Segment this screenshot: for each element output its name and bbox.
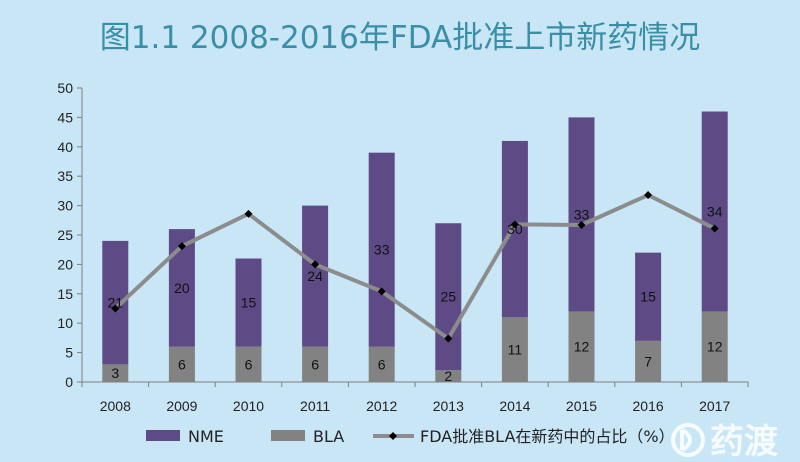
x-tick-label: 2013 bbox=[433, 398, 464, 414]
nme-value-label: 33 bbox=[374, 242, 390, 258]
nme-value-label: 34 bbox=[707, 203, 723, 219]
x-tick-label: 2015 bbox=[566, 398, 597, 414]
legend-swatch-bla bbox=[271, 430, 305, 441]
bla-value-label: 6 bbox=[311, 356, 319, 372]
nme-value-label: 21 bbox=[108, 295, 124, 311]
bla-value-label: 6 bbox=[178, 356, 186, 372]
nme-bar bbox=[635, 252, 662, 341]
x-tick-label: 2011 bbox=[300, 398, 330, 414]
nme-value-label: 33 bbox=[574, 206, 590, 222]
bla-value-label: 12 bbox=[707, 339, 723, 355]
nme-value-label: 20 bbox=[174, 280, 190, 296]
bla-bar bbox=[168, 346, 195, 382]
nme-bar bbox=[435, 223, 462, 371]
bla-bar bbox=[235, 346, 262, 382]
bla-bar bbox=[568, 311, 595, 382]
y-tick-label: 10 bbox=[57, 315, 73, 331]
y-tick-label: 35 bbox=[57, 168, 73, 184]
watermark: 药渡 bbox=[671, 422, 778, 462]
legend: NME BLA FDA批准BLA在新药中的占比（%） bbox=[146, 427, 675, 446]
ratio-line bbox=[111, 191, 719, 343]
ratio-point bbox=[177, 242, 186, 251]
nme-bar bbox=[701, 111, 728, 312]
bla-value-label: 2 bbox=[444, 368, 452, 384]
x-tick-label: 2009 bbox=[166, 398, 197, 414]
y-tick-label: 15 bbox=[57, 286, 73, 302]
bla-value-label: 3 bbox=[111, 365, 119, 381]
y-tick-label: 45 bbox=[57, 109, 73, 125]
nme-value-label: 24 bbox=[307, 268, 323, 284]
bla-bar bbox=[102, 364, 129, 382]
ratio-point bbox=[444, 334, 453, 343]
bars bbox=[102, 111, 728, 382]
nme-value-label: 15 bbox=[241, 295, 257, 311]
bla-bar bbox=[635, 340, 662, 382]
bla-bar bbox=[368, 346, 395, 382]
bla-value-label: 6 bbox=[378, 356, 386, 372]
bla-value-label: 6 bbox=[245, 356, 253, 372]
bla-value-label: 12 bbox=[574, 339, 590, 355]
y-tick-label: 25 bbox=[57, 227, 73, 243]
x-tick-label: 2012 bbox=[366, 398, 397, 414]
x-tick-label: 2008 bbox=[100, 398, 131, 414]
y-tick-label: 0 bbox=[65, 374, 73, 390]
ratio-point bbox=[644, 191, 653, 200]
nme-bar bbox=[501, 140, 528, 318]
yaodu-logo-icon bbox=[671, 423, 705, 457]
x-axis: 2008 2009 2010 2011 2012 2013 2014 2015 2016 2017 bbox=[81, 381, 749, 414]
nme-value-label: 30 bbox=[507, 221, 523, 237]
ratio-point bbox=[111, 304, 120, 313]
legend-label-nme: NME bbox=[188, 427, 224, 446]
bla-bar bbox=[302, 346, 329, 382]
legend-swatch-nme bbox=[146, 430, 180, 441]
x-tick-label: 2010 bbox=[233, 398, 264, 414]
ratio-point bbox=[311, 260, 320, 269]
nme-bar bbox=[368, 152, 395, 347]
nme-bar bbox=[235, 258, 262, 347]
data-labels: 3 6 6 6 6 2 11 12 7 12 21 20 15 24 33 25 30 33 15 34 bbox=[108, 203, 723, 384]
y-axis: 0 5 10 15 20 25 30 35 40 45 50 bbox=[57, 80, 83, 390]
x-tick-label: 2014 bbox=[499, 398, 530, 414]
bla-bar bbox=[501, 317, 528, 382]
ratio-point bbox=[710, 224, 719, 233]
bla-bar bbox=[701, 311, 728, 382]
nme-value-label: 25 bbox=[441, 289, 457, 305]
bla-bar bbox=[435, 370, 462, 382]
y-tick-label: 20 bbox=[57, 256, 73, 272]
legend-label-bla: BLA bbox=[313, 427, 344, 446]
chart-title: 图1.1 2008-2016年FDA批准上市新药情况 bbox=[100, 20, 701, 56]
x-tick-label: 2017 bbox=[699, 398, 730, 414]
y-tick-label: 5 bbox=[65, 345, 73, 361]
ratio-point bbox=[510, 220, 519, 229]
x-tick-label: 2016 bbox=[633, 398, 664, 414]
legend-marker-ratio bbox=[389, 432, 397, 440]
ratio-point bbox=[377, 287, 386, 296]
y-tick-label: 50 bbox=[57, 80, 73, 96]
watermark-text: 药渡 bbox=[710, 422, 778, 462]
legend-label-ratio: FDA批准BLA在新药中的占比（%） bbox=[420, 427, 675, 446]
nme-bar bbox=[302, 205, 329, 347]
ratio-point bbox=[244, 209, 253, 218]
ratio-line-path bbox=[113, 193, 716, 341]
ratio-point bbox=[577, 221, 586, 230]
nme-bar bbox=[568, 117, 595, 312]
bla-value-label: 11 bbox=[508, 342, 523, 358]
y-tick-label: 40 bbox=[57, 139, 73, 155]
nme-value-label: 15 bbox=[640, 289, 656, 305]
bla-value-label: 7 bbox=[644, 353, 652, 369]
y-tick-label: 30 bbox=[57, 198, 73, 214]
